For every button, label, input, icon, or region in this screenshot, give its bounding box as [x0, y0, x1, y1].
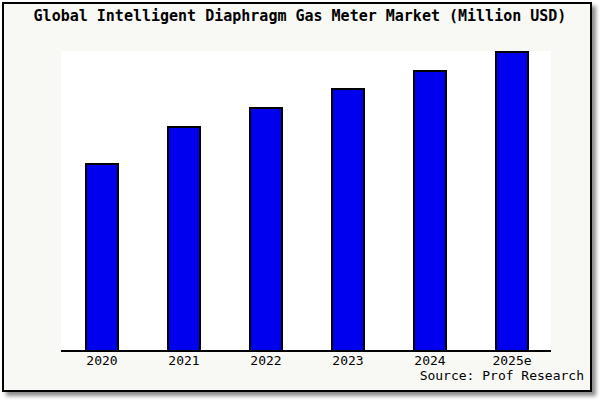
bar-2021: [167, 126, 201, 350]
bar-2025e: [495, 51, 529, 350]
bar-2023: [331, 88, 365, 350]
x-axis-label-2021: 2021: [144, 353, 224, 368]
x-axis-label-2020: 2020: [62, 353, 142, 368]
x-axis-labels: 202020212022202320242025e: [61, 353, 551, 369]
chart-canvas: Global Intelligent Diaphragm Gas Meter M…: [0, 0, 600, 400]
bar-2020: [85, 163, 119, 350]
x-axis-label-2022: 2022: [226, 353, 306, 368]
source-credit: Source: Prof Research: [420, 368, 584, 383]
x-axis-label-2024: 2024: [390, 353, 470, 368]
chart-title: Global Intelligent Diaphragm Gas Meter M…: [0, 7, 600, 25]
x-axis-label-2023: 2023: [308, 353, 388, 368]
bar-2022: [249, 107, 283, 350]
x-axis-label-2025e: 2025e: [472, 353, 552, 368]
bar-2024: [413, 70, 447, 350]
plot-area: [61, 51, 551, 352]
